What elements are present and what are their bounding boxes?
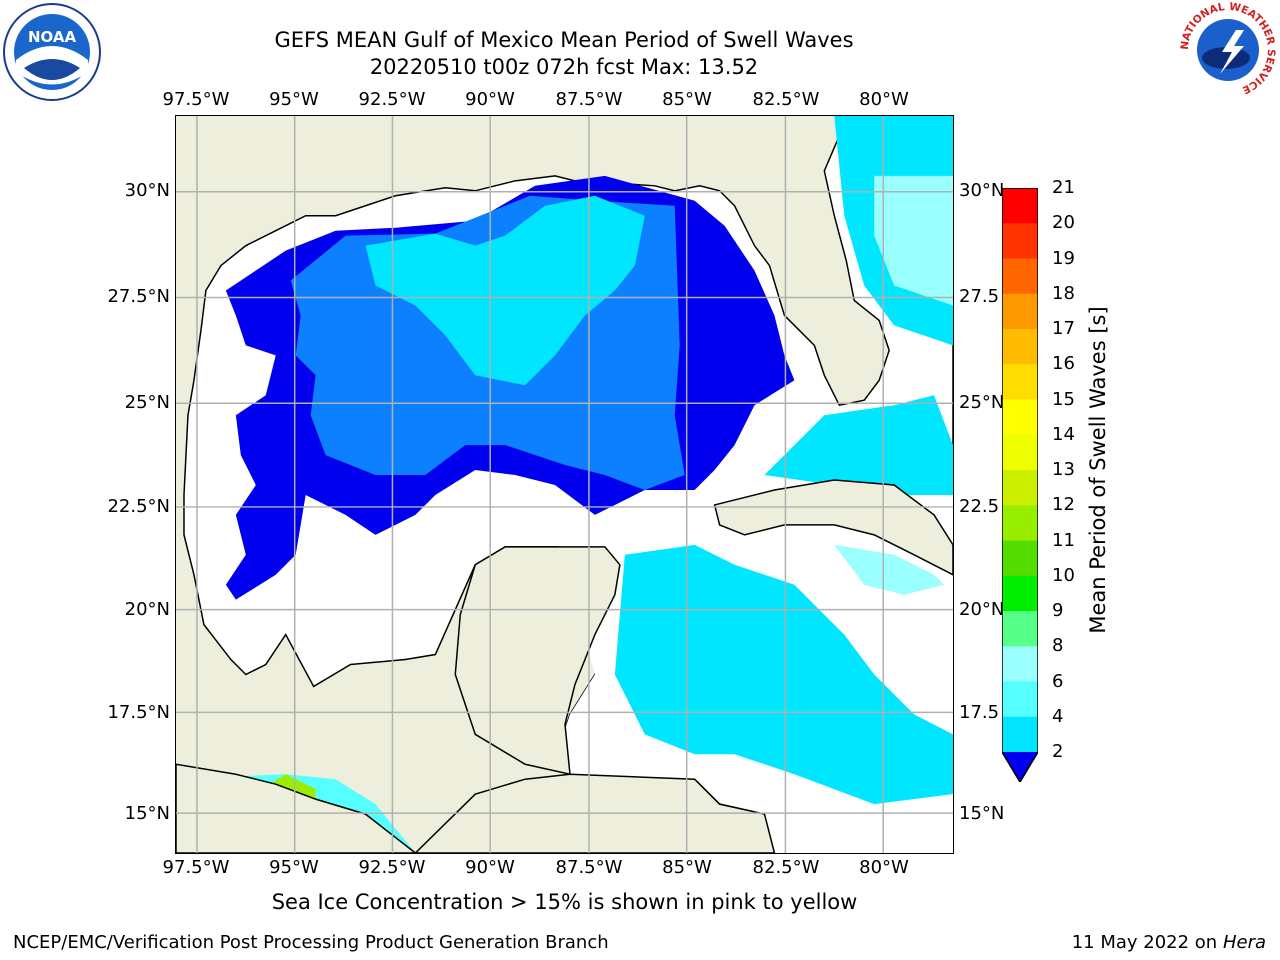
noaa-logo: NOAA bbox=[3, 3, 101, 101]
lon-label: 85°W bbox=[662, 857, 712, 878]
colorbar-tick-label: 6 bbox=[1052, 670, 1064, 692]
lon-label: 92.5°W bbox=[358, 89, 426, 110]
sea-ice-note: Sea Ice Concentration > 15% is shown in … bbox=[271, 890, 858, 914]
lat-label: 30°N bbox=[959, 180, 1005, 201]
colorbar-tick-label: 17 bbox=[1052, 318, 1075, 339]
lat-label: 25°N bbox=[959, 392, 1005, 413]
lon-label: 97.5°W bbox=[162, 857, 230, 878]
noaa-logo-text: NOAA bbox=[28, 28, 77, 46]
lat-label: 27.5°N bbox=[107, 286, 170, 307]
credit-host: Hera bbox=[1222, 932, 1266, 953]
lon-label: 95°W bbox=[269, 89, 319, 110]
lat-label: 25°N bbox=[124, 392, 170, 413]
colorbar bbox=[1002, 188, 1038, 782]
colorbar-tick-label: 2 bbox=[1052, 741, 1064, 762]
colorbar-tick-label: 4 bbox=[1052, 705, 1064, 727]
lon-label: 90°W bbox=[465, 857, 515, 878]
colorbar-segment bbox=[1002, 470, 1038, 506]
map-graticule bbox=[176, 116, 953, 853]
colorbar-tick-label: 8 bbox=[1052, 635, 1064, 657]
colorbar-tick-label: 20 bbox=[1052, 212, 1075, 234]
lon-label: 82.5°W bbox=[752, 857, 820, 878]
lon-label: 80°W bbox=[859, 857, 909, 878]
colorbar-tick-label: 21 bbox=[1052, 177, 1075, 198]
swell-field-8-9s bbox=[834, 175, 953, 595]
gulf-of-mexico-map bbox=[175, 115, 954, 854]
colorbar-tick-label: 13 bbox=[1052, 459, 1075, 480]
colorbar-tick-label: 16 bbox=[1052, 353, 1075, 375]
colorbar-segment bbox=[1002, 646, 1038, 682]
lon-label: 85°W bbox=[662, 89, 712, 110]
lat-label: 20°N bbox=[124, 599, 170, 620]
yucatan-coastline bbox=[454, 546, 621, 776]
swell-field-4-6s-keys bbox=[764, 395, 953, 495]
colorbar-tick-label: 10 bbox=[1052, 564, 1075, 586]
producer-credit: NCEP/EMC/Verification Post Processing Pr… bbox=[13, 932, 609, 953]
lon-label: 87.5°W bbox=[555, 857, 623, 878]
colorbar-segment bbox=[1002, 611, 1038, 647]
lat-label: 15°N bbox=[959, 803, 1005, 824]
chart-title: GEFS MEAN Gulf of Mexico Mean Period of … bbox=[274, 28, 854, 52]
central-america-coastline bbox=[176, 763, 776, 853]
lon-label: 90°W bbox=[465, 89, 515, 110]
lat-label: 27.5 bbox=[959, 286, 1000, 307]
lat-label: 22.5°N bbox=[107, 496, 170, 517]
colorbar-under-triangle bbox=[1002, 752, 1038, 782]
lon-label: 80°W bbox=[859, 89, 909, 110]
colorbar-segment bbox=[1002, 681, 1038, 718]
lat-label: 17.5 bbox=[959, 702, 1000, 723]
lat-label: 30°N bbox=[124, 180, 170, 201]
lat-label: 20°N bbox=[959, 599, 1005, 620]
colorbar-segment bbox=[1002, 293, 1038, 330]
colorbar-segment bbox=[1002, 505, 1038, 541]
colorbar-segment bbox=[1002, 399, 1038, 436]
colorbar-segment bbox=[1002, 188, 1038, 224]
colorbar-tick-label: 9 bbox=[1052, 600, 1064, 621]
lat-label: 22.5 bbox=[959, 496, 1000, 517]
colorbar-tick-label: 19 bbox=[1052, 247, 1075, 269]
lon-label: 82.5°W bbox=[752, 89, 820, 110]
colorbar-segment bbox=[1002, 223, 1038, 259]
nws-logo: NATIONAL WEATHER SERVICE bbox=[1179, 1, 1277, 97]
colorbar-tick-label: 12 bbox=[1052, 494, 1075, 516]
colorbar-segment bbox=[1002, 716, 1038, 753]
chart-subtitle: 20220510 t00z 072h fcst Max: 13.52 bbox=[369, 55, 759, 79]
colorbar-segment bbox=[1002, 364, 1038, 400]
colorbar-tick-label: 11 bbox=[1052, 529, 1075, 551]
date-credit: 11 May 2022 on Hera bbox=[1072, 932, 1266, 953]
credit-date: 11 May 2022 on bbox=[1071, 932, 1218, 953]
colorbar-label: Mean Period of Swell Waves [s] bbox=[1086, 306, 1110, 634]
colorbar-segment bbox=[1002, 575, 1038, 612]
swell-field-4-6s-north bbox=[365, 195, 645, 386]
lat-label: 15°N bbox=[124, 803, 170, 824]
lon-label: 92.5°W bbox=[358, 857, 426, 878]
lat-label: 17.5°N bbox=[107, 702, 170, 723]
colorbar-tick-label: 18 bbox=[1052, 282, 1075, 304]
colorbar-outline bbox=[1002, 188, 1038, 782]
colorbar-segment bbox=[1002, 258, 1038, 295]
lon-label: 87.5°W bbox=[555, 89, 623, 110]
lon-label: 97.5°W bbox=[162, 89, 230, 110]
colorbar-segment bbox=[1002, 434, 1038, 471]
colorbar-tick-label: 14 bbox=[1052, 423, 1075, 445]
colorbar-tick-label: 15 bbox=[1052, 388, 1075, 410]
cuba-coastline bbox=[713, 479, 953, 576]
lon-label: 95°W bbox=[269, 857, 319, 878]
colorbar-segment bbox=[1002, 540, 1038, 577]
colorbar-segment bbox=[1002, 329, 1038, 365]
